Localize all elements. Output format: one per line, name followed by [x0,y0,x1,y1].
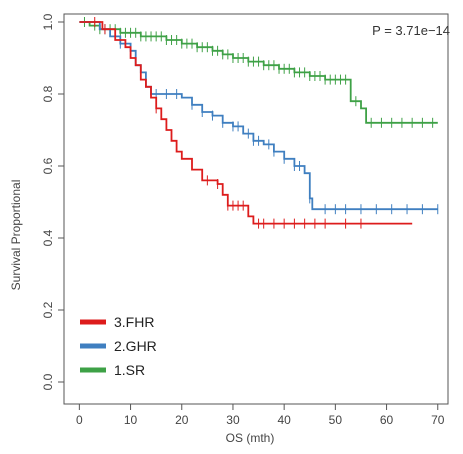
y-tick-label: 0.0 [41,373,55,390]
p-value-annotation: P = 3.71e−14 [372,23,450,38]
series-3-fhr [79,17,413,229]
survival-curve [79,21,413,225]
series-layer [79,17,439,229]
x-tick-label: 70 [431,413,445,427]
x-tick-label: 0 [76,413,83,427]
x-tick-label: 50 [329,413,343,427]
y-axis-title: Survival Proportional [9,180,23,291]
y-tick-label: 0.8 [41,85,55,102]
x-tick-label: 60 [380,413,394,427]
legend-label: 1.SR [114,362,145,378]
x-tick-label: 20 [175,413,189,427]
y-tick-label: 1.0 [41,13,55,30]
plot-frame [63,13,449,405]
x-axis-title: OS (mth) [226,431,275,445]
legend-label: 3.FHR [114,314,154,330]
legend: 3.FHR 2.GHR 1.SR [80,314,157,378]
y-tick-label: 0.6 [41,157,55,174]
y-tick-label: 0.2 [41,301,55,318]
legend-label: 2.GHR [114,338,157,354]
y-tick-label: 0.4 [41,229,55,246]
x-tick-label: 30 [226,413,240,427]
x-tick-label: 10 [124,413,138,427]
axes: 0 10 20 30 40 50 60 70 0.0 0.2 0.4 0.6 0.8 1.0 [41,13,449,427]
x-tick-label: 40 [277,413,291,427]
